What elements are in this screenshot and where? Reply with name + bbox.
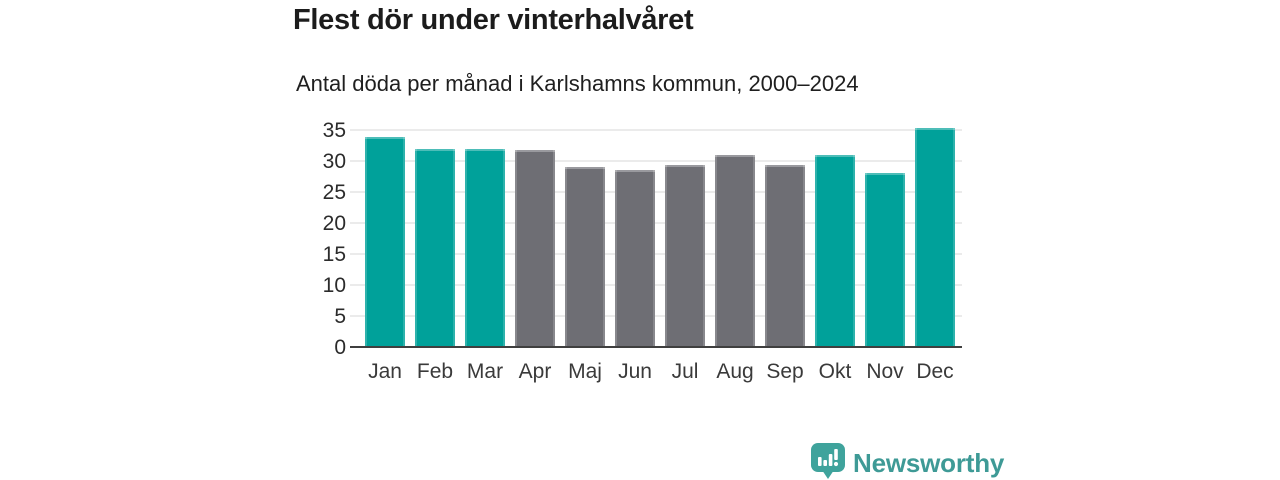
ytick-label-25: 25 <box>322 181 346 204</box>
bar-jan <box>365 137 405 347</box>
gridline-y20 <box>350 222 962 224</box>
newsworthy-logo-icon <box>810 443 846 480</box>
xtick-label-dec: Dec <box>916 360 954 383</box>
chart-subtitle: Antal döda per månad i Karlshamns kommun… <box>296 71 859 96</box>
xtick-label-okt: Okt <box>818 360 852 383</box>
gridline-y30 <box>350 160 962 162</box>
bar-okt <box>815 154 855 347</box>
xtick-label-aug: Aug <box>716 360 754 383</box>
bar-dec <box>915 127 955 347</box>
bar-apr <box>515 150 555 347</box>
brand-name: Newsworthy <box>853 448 1005 478</box>
xtick-label-maj: Maj <box>568 360 602 383</box>
gridline-y35 <box>350 129 962 131</box>
bar-aug <box>715 155 755 347</box>
ytick-label-15: 15 <box>322 243 346 266</box>
chart-title: Flest dör under vinterhalvåret <box>293 4 694 36</box>
xtick-label-apr: Apr <box>518 360 552 383</box>
ytick-label-0: 0 <box>334 336 346 359</box>
bar-jun <box>615 170 655 347</box>
ytick-label-30: 30 <box>322 150 346 173</box>
bar-mar <box>465 148 505 347</box>
ytick-label-10: 10 <box>322 274 346 297</box>
x-axis-line <box>350 346 962 348</box>
ytick-label-5: 5 <box>334 305 346 328</box>
bar-feb <box>415 148 455 347</box>
bar-maj <box>565 167 605 347</box>
xtick-label-sep: Sep <box>766 360 804 383</box>
brand-footer: Newsworthy <box>810 443 1004 480</box>
ytick-label-20: 20 <box>322 212 346 235</box>
xtick-label-jun: Jun <box>618 360 652 383</box>
gridline-y15 <box>350 253 962 255</box>
xtick-label-jan: Jan <box>368 360 402 383</box>
bar-sep <box>765 165 805 347</box>
xtick-label-nov: Nov <box>866 360 904 383</box>
xtick-label-feb: Feb <box>416 360 454 383</box>
gridline-y25 <box>350 191 962 193</box>
bar-jul <box>665 164 705 347</box>
gridline-y10 <box>350 284 962 286</box>
bar-nov <box>865 172 905 347</box>
ytick-label-35: 35 <box>322 119 346 142</box>
xtick-label-mar: Mar <box>466 360 504 383</box>
xtick-label-jul: Jul <box>671 360 699 383</box>
gridline-y5 <box>350 315 962 317</box>
